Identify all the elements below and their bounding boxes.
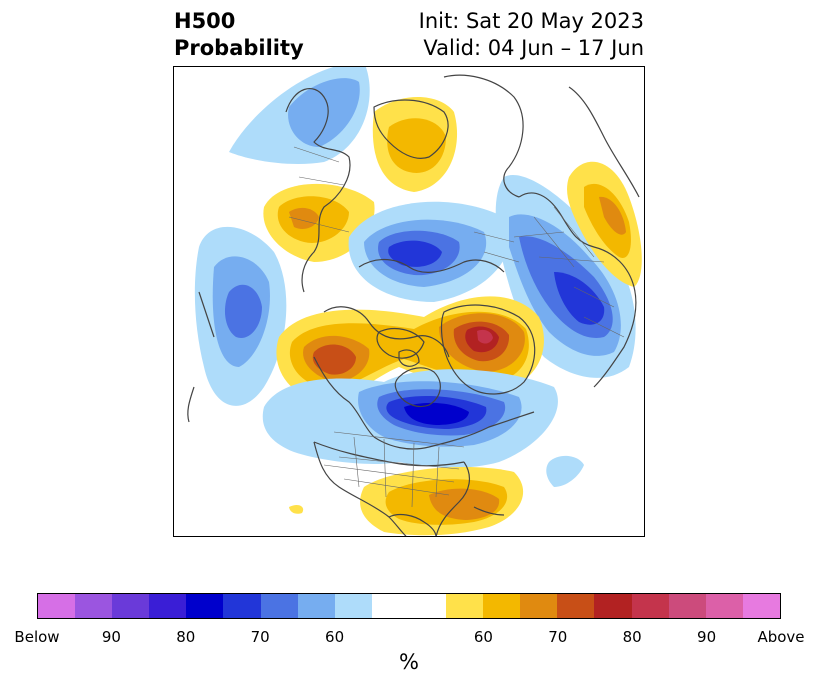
colorbar-cell [631, 594, 669, 618]
above-area-greenland-max [477, 329, 493, 344]
below-area-europe-core [554, 272, 605, 325]
coastlines [187, 74, 640, 536]
above-area-southwest [289, 504, 304, 514]
colorbar-tick-label: 90 [101, 628, 121, 646]
political-borders [288, 146, 625, 508]
valid-range: Valid: 04 Jun – 17 Jun [423, 36, 644, 60]
colorbar-cell [371, 594, 409, 618]
colorbar-tick-label: Below [14, 628, 60, 646]
above-area-west-core [312, 344, 356, 375]
colorbar-cell [520, 594, 558, 618]
colorbar-cell [260, 594, 298, 618]
colorbar-cell [446, 594, 484, 618]
colorbar-cell [149, 594, 187, 618]
below-area-atlantic [546, 455, 584, 487]
below-area-alaska-inner [288, 78, 360, 147]
colorbar-tick-label: 70 [250, 628, 270, 646]
colorbar-cell [594, 594, 632, 618]
colorbar-cell [38, 594, 76, 618]
forecast-dates: Init: Sat 20 May 2023 Valid: 04 Jun – 17… [419, 8, 644, 62]
colorbar-tick-label: 70 [548, 628, 568, 646]
colorbar-cell [112, 594, 150, 618]
colorbar-tick-label: 80 [622, 628, 642, 646]
colorbar-cell [223, 594, 261, 618]
colorbar-cell [668, 594, 706, 618]
above-area-south-core [429, 488, 500, 520]
colorbar-tick-label: 60 [325, 628, 345, 646]
title-line-2: Probability [174, 36, 304, 60]
map-canvas [187, 67, 642, 536]
colorbar-cell [408, 594, 447, 618]
above-area-north-inner [387, 118, 446, 173]
colorbar-unit: % [399, 650, 419, 674]
colorbar-cell [297, 594, 335, 618]
above-area-northwest-core [289, 207, 319, 229]
colorbar-tick-label: 80 [176, 628, 196, 646]
title-line-1: H500 [174, 9, 236, 33]
colorbar-cell [705, 594, 743, 618]
colorbar-cell [75, 594, 113, 618]
init-date: Init: Sat 20 May 2023 [418, 9, 644, 33]
colorbar-tick-label: 60 [473, 628, 493, 646]
below-area-arctic-core [388, 240, 442, 267]
map-title: H500 Probability [174, 8, 304, 62]
colorbar-tick-label: Above [757, 628, 805, 646]
above-area-scandinavia-core [599, 196, 626, 235]
probability-map [173, 66, 645, 537]
colorbar-cell [483, 594, 521, 618]
below-area-pacific-core [224, 284, 262, 338]
colorbar [37, 593, 781, 619]
colorbar-cell [334, 594, 372, 618]
colorbar-cell [557, 594, 595, 618]
colorbar-cell [186, 594, 224, 618]
below-area-canada-max [404, 402, 469, 425]
colorbar-tick-label: 90 [697, 628, 717, 646]
colorbar-cell [742, 594, 780, 618]
probability-fields [194, 67, 642, 536]
